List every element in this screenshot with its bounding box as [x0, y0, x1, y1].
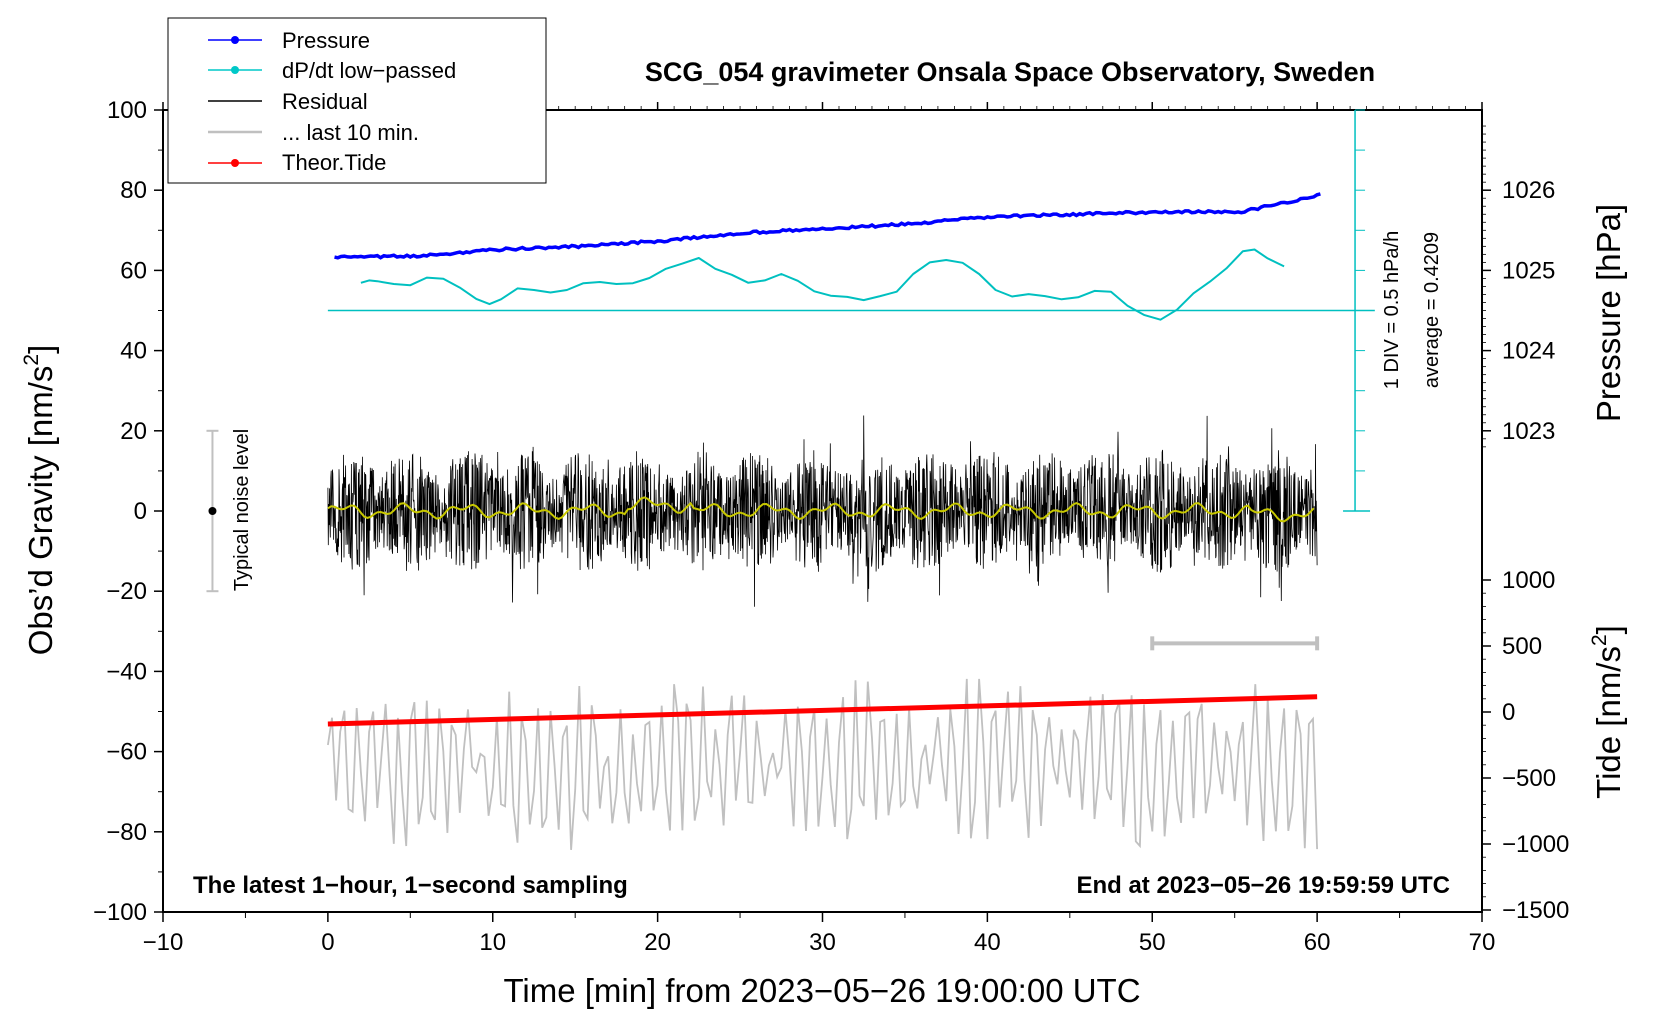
y-tick-label: −60 — [106, 739, 147, 766]
tide-tick-label: 500 — [1502, 633, 1542, 660]
pressure-line — [334, 192, 1321, 260]
y-left-label-main: Obs’d Gravity [nm/s — [22, 366, 59, 656]
tide-label-end: ] — [1590, 625, 1627, 634]
legend-label-pressure: Pressure — [282, 28, 370, 53]
legend-label-tide: Theor.Tide — [282, 150, 386, 175]
y-tick-label: 0 — [134, 498, 147, 525]
tide-label-sup: 2 — [1588, 634, 1611, 646]
residual-line — [327, 415, 1318, 607]
x-axis-label: Time [min] from 2023−05−26 19:00:00 UTC — [503, 972, 1140, 1009]
series-layer — [206, 109, 1375, 850]
y-left-label-end: ] — [22, 345, 59, 354]
y-tick-label: 20 — [120, 418, 147, 445]
x-tick-label: −10 — [143, 929, 184, 956]
noise-bar-dot — [208, 507, 217, 515]
residual-smoothed-line — [327, 496, 1315, 523]
tide-axis-label: Tide [nm/s2] — [1588, 625, 1627, 799]
legend-label-residual: Residual — [282, 89, 368, 114]
pressure-tick-label: 1024 — [1502, 338, 1555, 365]
sampling-note: The latest 1−hour, 1−second sampling — [193, 872, 628, 899]
end-time-note: End at 2023−05−26 19:59:59 UTC — [1076, 872, 1450, 899]
x-tick-label: 20 — [644, 929, 671, 956]
y-tick-label: 100 — [107, 97, 147, 124]
pressure-tick-label: 1025 — [1502, 257, 1555, 284]
tide-tick-label: −500 — [1502, 765, 1556, 792]
legend-swatch-marker — [231, 66, 239, 74]
pressure-tick-label: 1023 — [1502, 418, 1555, 445]
legend-label-dpdt: dP/dt low−passed — [282, 58, 456, 83]
legend: Pressure dP/dt low−passed Residual ... l… — [167, 17, 547, 184]
x-tick-label: 10 — [479, 929, 506, 956]
pressure-axis-label: Pressure [hPa] — [1590, 204, 1627, 422]
tide-tick-label: −1000 — [1502, 831, 1569, 858]
average-label: average = 0.4209 — [1421, 232, 1443, 388]
y-tick-label: −20 — [106, 578, 147, 605]
y-tick-label: −80 — [106, 819, 147, 846]
y-tick-label: −40 — [106, 658, 147, 685]
x-tick-label: 40 — [974, 929, 1001, 956]
dpdt-line — [360, 248, 1285, 321]
pressure-tick-labels: 1026 1025 1024 1023 — [1502, 177, 1555, 445]
pressure-tick-label: 1026 — [1502, 177, 1555, 204]
legend-items — [208, 36, 262, 167]
y-left-label-sup: 2 — [20, 354, 43, 366]
x-tick-label: 60 — [1304, 929, 1331, 956]
tide-tick-label: 1000 — [1502, 567, 1555, 594]
div-label: 1 DIV = 0.5 hPa/h — [1381, 231, 1403, 389]
x-tick-label: 50 — [1139, 929, 1166, 956]
legend-swatch-marker — [231, 159, 239, 167]
y-tick-label: 40 — [120, 338, 147, 365]
legend-label-last10: ... last 10 min. — [282, 120, 419, 145]
y-tick-label: −100 — [93, 899, 147, 926]
y-axis-left-label: Obs’d Gravity [nm/s2] — [20, 345, 59, 656]
tide-line — [327, 694, 1318, 727]
chart-title: SCG_054 gravimeter Onsala Space Observat… — [645, 57, 1375, 87]
x-tick-labels: −10 0 10 20 30 40 50 60 70 — [143, 929, 1496, 956]
tide-tick-label: −1500 — [1502, 897, 1569, 924]
tide-tick-labels: 1000 500 0 −500 −1000 −1500 — [1502, 567, 1569, 924]
noise-level-label: Typical noise level — [231, 429, 253, 591]
y-tick-label: 80 — [120, 177, 147, 204]
last10min-line — [327, 678, 1318, 850]
y-left-tick-labels: 100 80 60 40 20 0 −20 −40 −60 −80 −100 — [93, 97, 147, 926]
tide-label-main: Tide [nm/s — [1590, 646, 1627, 799]
x-tick-label: 70 — [1469, 929, 1496, 956]
tide-tick-label: 0 — [1502, 699, 1515, 726]
x-tick-label: 30 — [809, 929, 836, 956]
legend-swatch-marker — [231, 36, 239, 44]
x-tick-label: 0 — [321, 929, 334, 956]
y-tick-label: 60 — [120, 257, 147, 284]
